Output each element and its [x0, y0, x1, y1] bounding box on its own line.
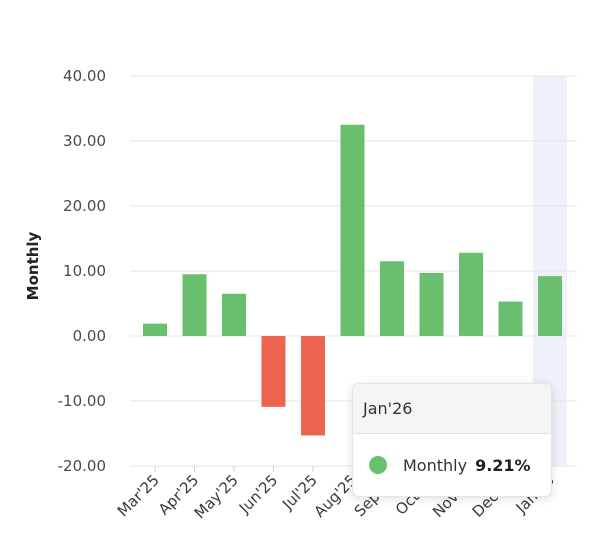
y-tick-label: 30.00 [63, 132, 106, 150]
bar-apr25 [182, 274, 207, 336]
y-tick-label: 20.00 [63, 197, 106, 215]
chart-tooltip: Jan'26 Monthly 9.21% [352, 383, 552, 497]
bar-jan26 [538, 276, 562, 336]
y-tick-label: -10.00 [58, 392, 106, 410]
bar-jul25 [301, 336, 325, 436]
bar-dec25 [498, 301, 523, 336]
tooltip-title: Jan'26 [353, 384, 551, 434]
series-color-dot-icon [369, 456, 387, 474]
tooltip-series-label: Monthly [403, 455, 468, 475]
bar-sep25 [380, 261, 404, 336]
x-tick-label: Jun'25 [235, 471, 281, 517]
bar-oct25 [419, 272, 444, 336]
bar-mar25 [143, 323, 167, 336]
y-axis-label: Monthly [24, 231, 42, 300]
x-tick-label: Mar'25 [114, 471, 163, 520]
bar-may25 [222, 293, 246, 336]
y-tick-label: 10.00 [63, 262, 106, 280]
tooltip-row: Monthly 9.21% [353, 434, 551, 496]
tooltip-value: 9.21% [475, 455, 531, 475]
y-tick-label: -20.00 [58, 457, 106, 475]
x-tick-label: May'25 [191, 471, 242, 522]
y-tick-label: 40.00 [63, 67, 106, 85]
bar-nov25 [459, 252, 483, 336]
bar-aug25 [340, 124, 365, 336]
y-tick-label: 0.00 [73, 327, 106, 345]
bar-jun25 [261, 336, 286, 407]
